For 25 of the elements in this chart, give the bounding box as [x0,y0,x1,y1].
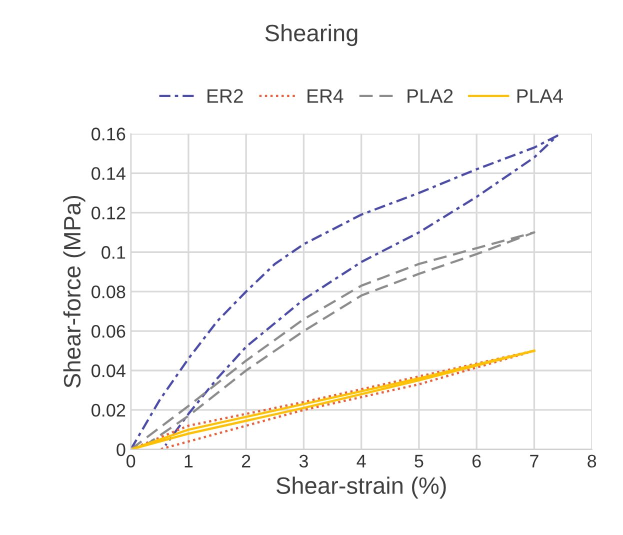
chart-title: Shearing [265,24,358,46]
y-tick-label: 0.06 [92,324,126,338]
x-tick-label: 5 [414,454,424,468]
x-tick-label: 2 [242,454,250,468]
x-tick-label: 3 [299,454,308,468]
x-tick-label: 1 [184,454,193,468]
y-tick-label: 0.08 [92,286,126,298]
x-tick-label: 0 [126,454,136,468]
legend-label: PLA2 [408,89,453,103]
x-tick-label: 6 [472,454,481,468]
y-tick-label: 0.02 [92,404,126,417]
x-tick-label: 7 [530,454,538,468]
x-tick-label: 4 [356,454,366,468]
legend-label: PLA4 [517,89,563,103]
y-tick-label: 0.04 [92,364,126,378]
legend-label: ER4 [308,89,344,103]
y-axis-title: Shear-force (MPa) [63,196,86,388]
x-tick-label: 8 [588,454,596,468]
y-tick-label: 0.1 [102,246,126,259]
x-axis-title: Shear-strain (%) [276,476,446,499]
y-tick-label: 0 [116,443,126,456]
y-tick-label: 0.14 [92,167,126,180]
y-tick-label: 0.12 [92,206,126,220]
y-tick-label: 0.16 [92,128,126,140]
legend-label: ER2 [208,89,243,103]
